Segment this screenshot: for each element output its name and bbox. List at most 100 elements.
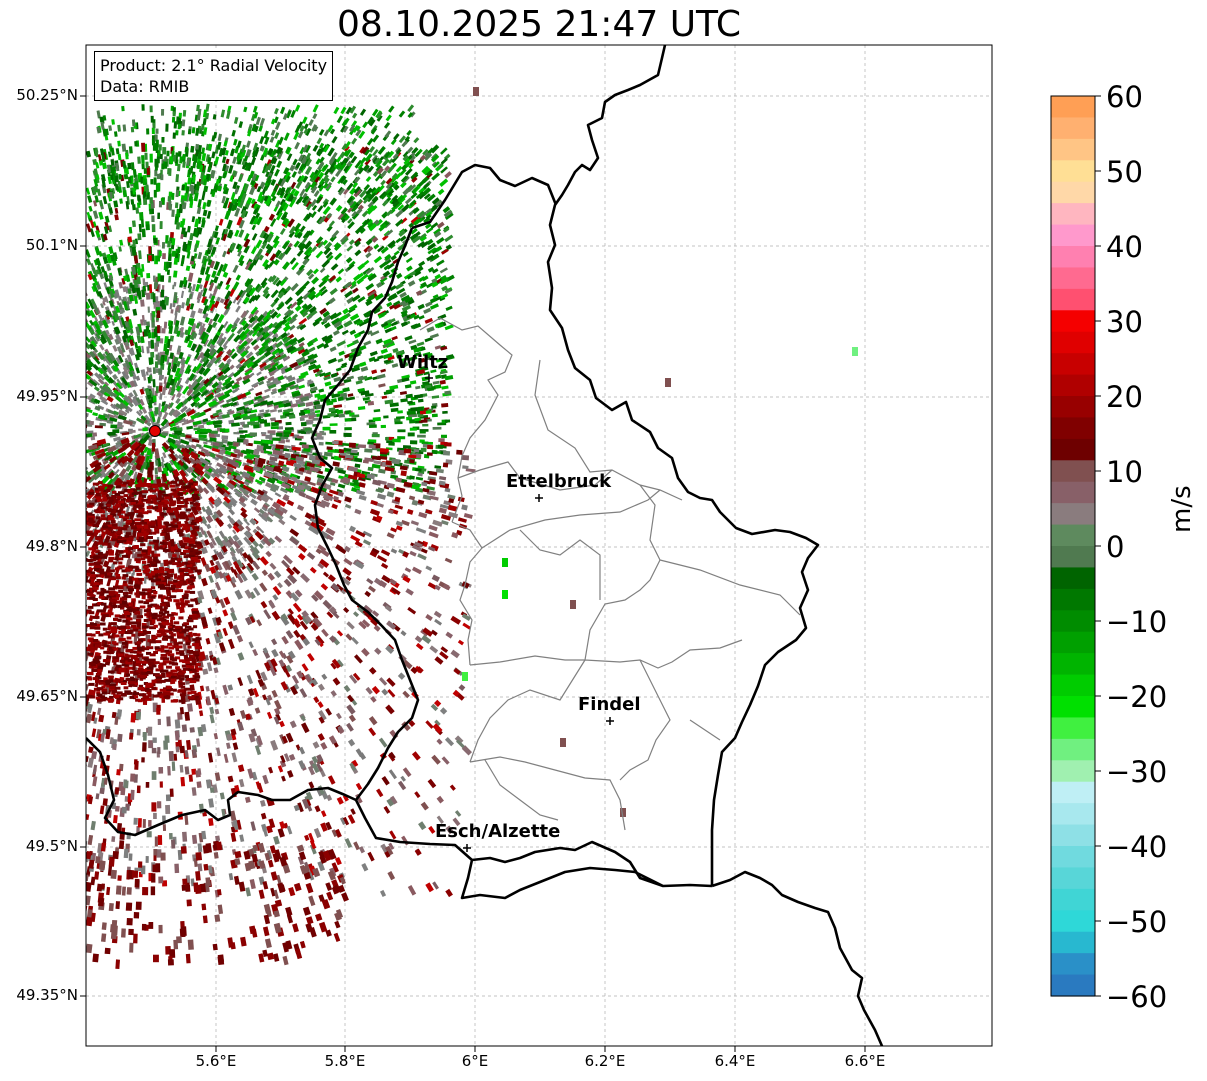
radar-echo xyxy=(141,155,145,164)
radar-echo xyxy=(148,246,152,254)
radar-echo xyxy=(174,453,180,460)
radar-echo xyxy=(115,289,120,298)
radar-echo xyxy=(225,323,234,333)
radar-echo xyxy=(34,496,41,503)
radar-echo xyxy=(2,464,9,469)
radar-echo xyxy=(41,369,46,374)
radar-echo xyxy=(36,422,41,425)
radar-echo xyxy=(118,409,127,416)
radar-echo xyxy=(221,539,229,548)
radar-echo xyxy=(419,430,426,434)
radar-echo xyxy=(304,392,311,397)
radar-echo xyxy=(367,441,374,445)
radar-echo xyxy=(51,437,56,440)
radar-echo xyxy=(217,358,222,364)
radar-echo xyxy=(30,421,37,425)
radar-echo xyxy=(128,429,136,434)
radar-echo xyxy=(289,514,297,522)
radar-echo xyxy=(29,501,36,508)
radar-echo xyxy=(142,427,148,432)
radar-echo xyxy=(266,495,274,501)
radar-echo xyxy=(217,399,225,405)
radar-echo xyxy=(392,438,401,443)
radar-echo xyxy=(126,395,134,404)
radar-echo xyxy=(64,326,70,332)
radar-echo xyxy=(162,147,167,155)
radar-echo xyxy=(222,320,229,329)
radar-echo xyxy=(44,468,50,473)
radar-echo xyxy=(78,395,86,401)
radar-echo xyxy=(124,409,130,414)
radar-echo xyxy=(156,255,161,262)
radar-echo xyxy=(143,414,152,424)
radar-echo xyxy=(80,461,86,466)
radar-echo xyxy=(288,384,295,388)
radar-echo xyxy=(169,156,173,164)
radar-echo xyxy=(171,250,176,257)
radar-echo xyxy=(133,471,138,478)
radar-echo xyxy=(34,469,40,473)
radar-echo xyxy=(131,220,136,228)
radar-echo xyxy=(67,349,73,355)
radar-echo xyxy=(31,328,39,336)
radar-echo xyxy=(99,343,105,351)
radar-echo xyxy=(78,333,84,340)
radar-echo xyxy=(129,380,136,388)
radar-echo xyxy=(218,332,224,340)
radar-echo xyxy=(134,141,138,147)
radar-echo xyxy=(9,428,17,431)
radar-echo xyxy=(215,380,223,389)
radar-echo xyxy=(165,439,171,445)
radar-echo xyxy=(216,336,224,346)
radar-echo xyxy=(160,275,165,282)
radar-echo xyxy=(196,291,202,301)
radar-echo xyxy=(316,436,324,440)
radar-echo xyxy=(187,466,195,474)
radar-echo xyxy=(344,417,352,422)
radar-echo xyxy=(159,300,164,307)
radar-echo xyxy=(67,454,74,459)
radar-echo xyxy=(69,459,76,464)
radar-echo xyxy=(127,162,132,170)
radar-echo xyxy=(18,442,23,446)
radar-echo xyxy=(46,421,54,424)
radar-echo xyxy=(149,105,153,113)
radar-echo xyxy=(175,221,181,230)
radar-echo xyxy=(249,432,257,437)
radar-echo xyxy=(152,293,156,303)
radar-echo xyxy=(46,452,51,455)
radar-echo xyxy=(86,433,93,438)
radar-echo xyxy=(99,471,106,479)
radar-echo xyxy=(36,366,43,372)
radar-echo xyxy=(204,508,212,517)
radar-echo xyxy=(60,495,65,500)
radar-echo xyxy=(176,392,182,399)
radar-echo xyxy=(43,342,50,348)
radar-echo xyxy=(167,240,171,248)
radar-echo xyxy=(153,401,157,406)
radar-echo xyxy=(13,496,20,502)
radar-echo xyxy=(201,548,205,555)
radar-echo xyxy=(64,500,70,506)
radar-echo xyxy=(171,192,175,200)
radar-echo xyxy=(45,479,53,485)
radar-echo xyxy=(253,507,261,514)
radar-echo xyxy=(281,507,288,514)
radar-echo xyxy=(322,426,331,431)
radar-echo xyxy=(265,434,273,440)
radar-echo xyxy=(143,168,147,174)
radar-echo xyxy=(397,429,406,433)
radar-echo xyxy=(61,307,67,314)
radar-echo xyxy=(328,407,336,413)
radar-echo xyxy=(260,538,267,546)
radar-echo xyxy=(52,461,60,466)
radar-echo xyxy=(396,416,405,420)
radar-echo xyxy=(431,405,437,409)
radar-echo xyxy=(52,355,57,360)
radar-echo xyxy=(175,305,180,312)
radar-echo xyxy=(189,310,196,319)
radar-echo xyxy=(157,273,161,282)
radar-echo xyxy=(202,367,211,377)
radar-echo xyxy=(158,403,161,410)
radar-echo xyxy=(78,352,83,357)
